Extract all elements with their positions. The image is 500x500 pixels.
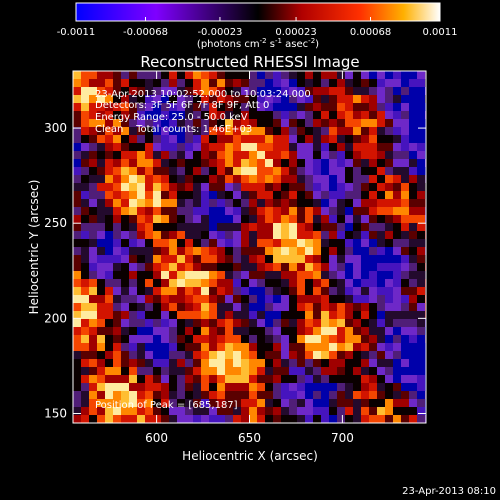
x-axis-label: Heliocentric X (arcsec) — [182, 449, 318, 463]
chart-title: Reconstructed RHESSI Image — [140, 53, 359, 71]
annotation-time-range: 23-Apr-2013 10:02:52.000 to 10:03:24.000 — [95, 89, 311, 100]
footer-timestamp: 23-Apr-2013 08:10 — [402, 486, 496, 497]
colorbar-tick-label: 0.00023 — [275, 27, 316, 38]
colorbar-ticks: -0.0011 -0.00068 -0.00023 0.00023 0.00068 0.0… — [57, 17, 458, 38]
colorbar-tick-label: -0.00023 — [197, 27, 242, 38]
annotation-peak: Position of Peak = [685,187] — [95, 400, 238, 411]
annotation-clean: Clean Total counts: 1.46E+03 — [95, 124, 252, 135]
x-tick-label: 650 — [238, 431, 261, 445]
colorbar-tick-label: -0.0011 — [57, 27, 96, 38]
colorbar-gradient — [75, 2, 441, 22]
y-axis-label: Heliocentric Y (arcsec) — [27, 180, 41, 315]
y-tick-label: 150 — [44, 406, 67, 420]
annotation-energy: Energy Range: 25.0 - 50.0 keV — [95, 112, 248, 123]
annotations: 23-Apr-2013 10:02:52.000 to 10:03:24.000… — [95, 89, 311, 411]
y-tick-label: 300 — [44, 121, 67, 135]
colorbar-unit-label: (photons cm-2 s-1 asec-2) — [197, 37, 319, 50]
colorbar: -0.0011 -0.00068 -0.00023 0.00023 0.00068 0.0… — [57, 2, 458, 50]
y-tick-label: 200 — [44, 311, 67, 325]
colorbar-tick-label: 0.0011 — [423, 27, 458, 38]
colorbar-tick-label: -0.00068 — [123, 27, 168, 38]
x-tick-label: 600 — [145, 431, 168, 445]
axis-ticks: 600 650 700 150 200 250 300 — [44, 71, 426, 445]
annotation-detectors: Detectors: 3F 5F 6F 7F 8F 9F, Att 0 — [95, 100, 269, 111]
y-tick-label: 250 — [44, 216, 67, 230]
x-tick-label: 700 — [331, 431, 354, 445]
colorbar-tick-label: 0.00068 — [350, 27, 391, 38]
heatmap-image — [73, 71, 426, 423]
